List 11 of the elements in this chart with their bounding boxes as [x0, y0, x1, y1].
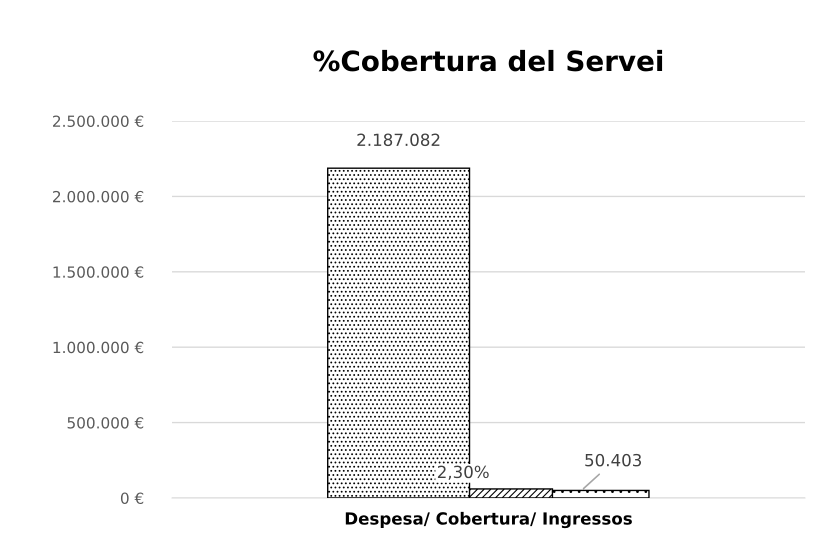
y-tick-label: 2.000.000 €	[53, 190, 144, 202]
y-tick-label: 1.500.000 €	[54, 266, 144, 278]
data-label: 50.403	[585, 454, 642, 466]
data-label: 2.187.082	[357, 134, 440, 146]
x-tick-label: Despesa/ Cobertura/ Ingressos	[346, 512, 632, 528]
chart-title: %Cobertura del Servei	[313, 50, 662, 72]
annotation: 2,30%	[438, 466, 489, 480]
y-tick-label: 0 €	[120, 492, 144, 504]
y-tick-label: 500.000 €	[68, 417, 144, 429]
y-tick-label: 1.000.000 €	[54, 342, 144, 354]
y-tick-label: 2.500.000 €	[53, 115, 144, 128]
